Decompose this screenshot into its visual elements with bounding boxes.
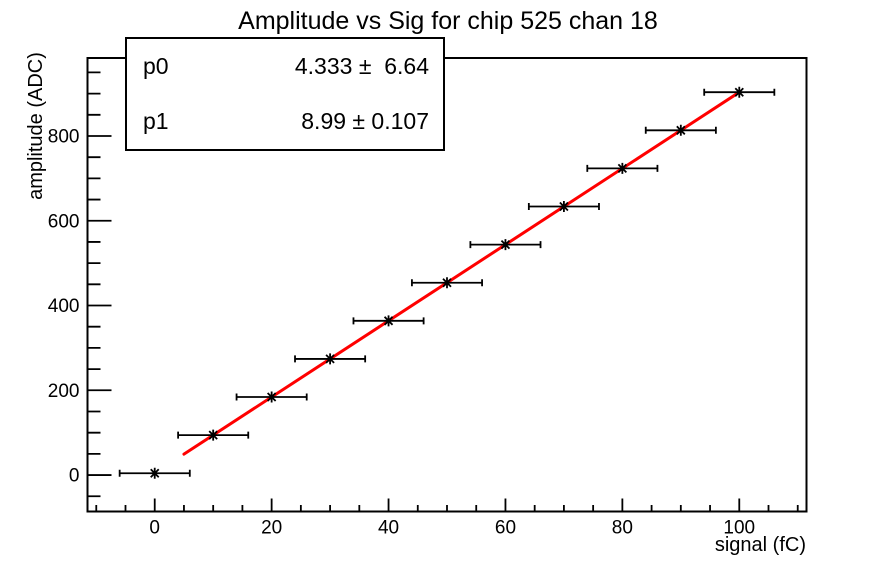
stats-row-p1: p1 8.99 ± 0.107 (127, 108, 443, 135)
stats-row-p0: p0 4.333 ± 6.64 (127, 53, 443, 80)
x-tick-label: 80 (612, 518, 633, 539)
stats-param-label: p0 (143, 53, 169, 79)
data-point-markers (118, 86, 776, 479)
axis-ticks (87, 71, 799, 512)
y-tick-label: 800 (48, 126, 80, 147)
x-tick-label: 0 (149, 518, 160, 539)
x-tick-label: 100 (723, 518, 755, 539)
stats-param-label: p1 (143, 108, 169, 134)
y-tick-label: 400 (48, 296, 80, 317)
x-tick-label: 40 (378, 518, 399, 539)
chart-title: Amplitude vs Sig for chip 525 chan 18 (238, 7, 658, 35)
fit-line (182, 90, 741, 456)
x-tick-label: 20 (261, 518, 282, 539)
stats-param-value: 4.333 ± 6.64 (294, 53, 429, 79)
x-tick-label: 60 (495, 518, 516, 539)
y-axis-title: amplitude (ADC) (25, 52, 47, 200)
y-tick-label: 0 (69, 466, 80, 487)
fit-stats-box: p0 4.333 ± 6.64 p1 8.99 ± 0.107 (125, 37, 445, 151)
y-tick-label: 600 (48, 211, 80, 232)
x-axis-title: signal (fC) (714, 534, 806, 556)
stats-param-value: 8.99 ± 0.107 (301, 108, 429, 134)
y-tick-label: 200 (48, 381, 80, 402)
